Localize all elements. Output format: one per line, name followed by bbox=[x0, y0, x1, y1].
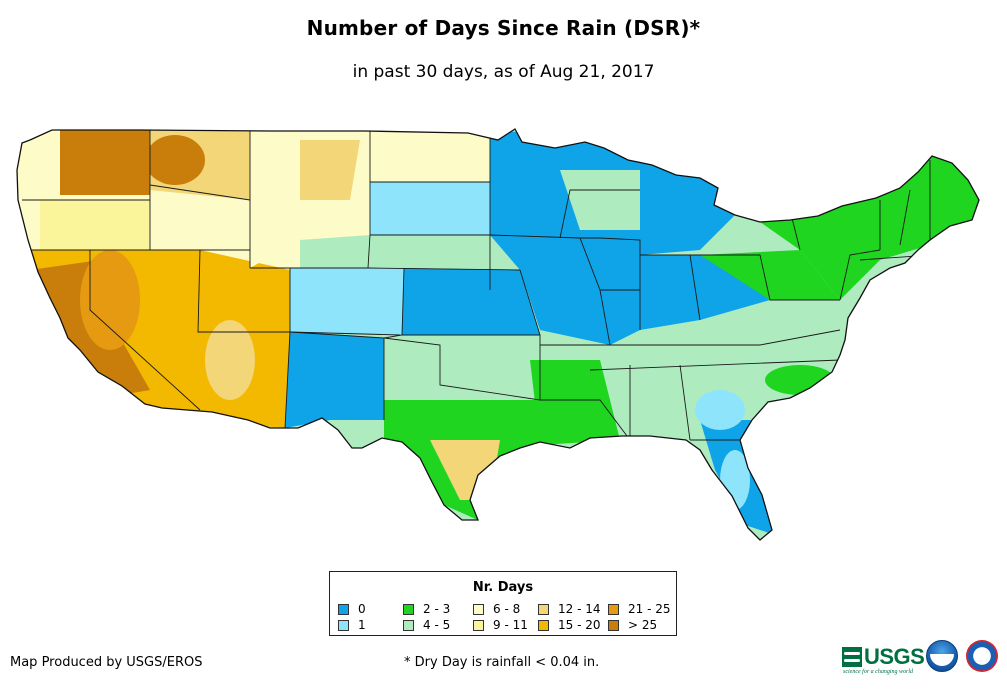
dsr-michigan bbox=[640, 150, 735, 255]
legend-label: 4 - 5 bbox=[423, 618, 451, 632]
dsr-kansas bbox=[402, 268, 540, 335]
dsr-patch-az bbox=[205, 320, 255, 400]
legend-label: > 25 bbox=[628, 618, 658, 632]
dsr-oregon bbox=[40, 200, 150, 250]
legend-label: 12 - 14 bbox=[558, 602, 601, 616]
usgs-icon bbox=[842, 647, 862, 667]
legend-swatch bbox=[538, 603, 549, 615]
dsr-wisconsin bbox=[560, 170, 640, 230]
usgs-tagline: science for a changing world bbox=[843, 669, 913, 675]
legend-label: 9 - 11 bbox=[493, 618, 528, 632]
dsr-oklahoma bbox=[384, 335, 540, 400]
dsr-southeast bbox=[590, 330, 845, 440]
legend-swatch bbox=[338, 619, 349, 631]
legend-label: 21 - 25 bbox=[628, 602, 671, 616]
legend-swatch bbox=[338, 603, 349, 615]
dry-day-footnote: * Dry Day is rainfall < 0.04 in. bbox=[404, 655, 600, 670]
dsr-patch-id bbox=[145, 135, 205, 185]
dsr-montana-east bbox=[300, 140, 360, 200]
dsr-south-dakota bbox=[370, 182, 490, 235]
noaa-icon bbox=[926, 640, 958, 672]
legend-item: 2 - 3 bbox=[403, 602, 450, 616]
legend: Nr. Days 0 1 2 - 3 4 - 5 6 - 8 9 - 11 12 - 14 1… bbox=[329, 571, 677, 636]
legend-item: 6 - 8 bbox=[473, 602, 520, 616]
agency-logos: USGS science for a changing world bbox=[842, 636, 1004, 682]
dsr-pennsylvania bbox=[700, 250, 840, 300]
map-subtitle: in past 30 days, as of Aug 21, 2017 bbox=[352, 62, 655, 82]
legend-label: 2 - 3 bbox=[423, 602, 451, 616]
legend-label: 0 bbox=[358, 602, 366, 616]
legend-swatch bbox=[473, 603, 484, 615]
legend-swatch bbox=[538, 619, 549, 631]
dsr-new-mexico bbox=[285, 332, 384, 428]
legend-item: 4 - 5 bbox=[403, 618, 450, 632]
dsr-washington-interior bbox=[60, 130, 150, 195]
dsr-patch-ca bbox=[80, 250, 140, 350]
legend-label: 15 - 20 bbox=[558, 618, 601, 632]
usgs-logo-text: USGS bbox=[864, 644, 925, 669]
legend-item: 1 bbox=[338, 618, 366, 632]
map-credit: Map Produced by USGS/EROS bbox=[10, 655, 203, 670]
legend-item: 12 - 14 bbox=[538, 602, 601, 616]
legend-title: Nr. Days bbox=[472, 580, 534, 595]
legend-label: 1 bbox=[358, 618, 366, 632]
legend-label: 6 - 8 bbox=[493, 602, 521, 616]
legend-item: 21 - 25 bbox=[608, 602, 671, 616]
legend-swatch bbox=[608, 603, 619, 615]
legend-swatch bbox=[403, 619, 414, 631]
legend-swatch bbox=[473, 619, 484, 631]
legend-item: 0 bbox=[338, 602, 366, 616]
nws-icon bbox=[966, 640, 998, 672]
legend-item: > 25 bbox=[608, 618, 657, 632]
usgs-logo: USGS bbox=[842, 644, 925, 670]
legend-item: 9 - 11 bbox=[473, 618, 528, 632]
dsr-patch-carolinas bbox=[765, 365, 835, 395]
dsr-colorado bbox=[290, 268, 404, 335]
map-title: Number of Days Since Rain (DSR)* bbox=[306, 16, 701, 40]
dsr-arkansas-louisiana bbox=[530, 360, 620, 445]
legend-item: 15 - 20 bbox=[538, 618, 601, 632]
dsr-patch-georgia bbox=[695, 390, 745, 430]
legend-swatch bbox=[403, 603, 414, 615]
legend-swatch bbox=[608, 619, 619, 631]
